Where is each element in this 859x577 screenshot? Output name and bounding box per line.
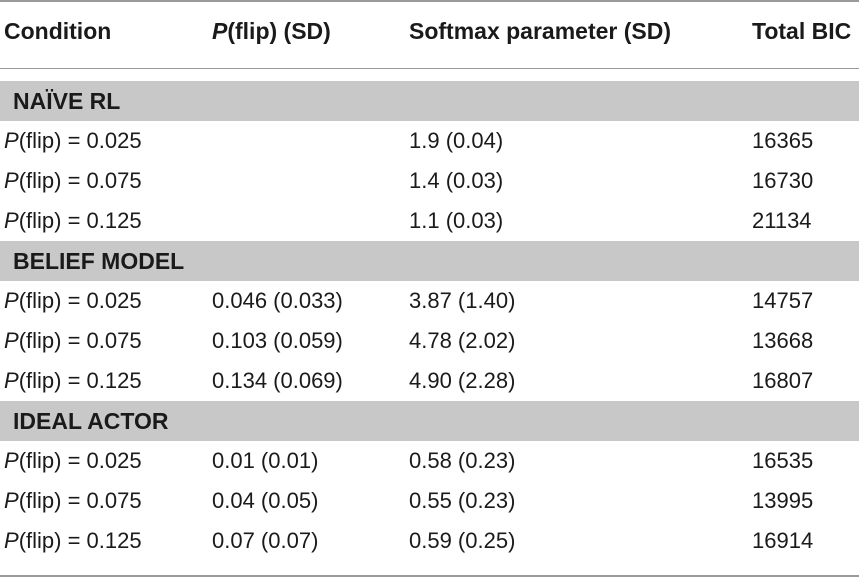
cell-softmax: 3.87 (1.40) [409, 288, 516, 313]
cell-softmax: 4.78 (2.02) [409, 328, 516, 353]
condition-p: P [4, 128, 19, 153]
cell-condition: P(flip) = 0.025 [4, 128, 142, 154]
cell-condition: P(flip) = 0.025 [4, 288, 142, 314]
condition-value: (flip) = 0.075 [18, 168, 142, 193]
cell-bic: 16807 [752, 368, 814, 393]
section-belief-model: BELIEF MODEL [0, 241, 859, 281]
condition-p: P [4, 448, 19, 473]
cell-condition: P(flip) = 0.025 [4, 448, 142, 474]
cell-condition: P(flip) = 0.125 [4, 368, 142, 394]
header-pflip-rest: (flip) (SD) [227, 18, 331, 44]
table-header: Condition P(flip) (SD) Softmax parameter… [0, 0, 859, 68]
cell-condition: P(flip) = 0.125 [4, 208, 142, 234]
header-softmax: Softmax parameter (SD) [409, 18, 672, 44]
cell-softmax: 1.1 (0.03) [409, 208, 504, 233]
cell-bic: 16914 [752, 528, 814, 553]
cell-pflip: 0.103 (0.059) [212, 328, 343, 353]
cell-softmax: 0.59 (0.25) [409, 528, 516, 553]
condition-p: P [4, 368, 19, 393]
cell-softmax: 1.4 (0.03) [409, 168, 504, 193]
table-row: P(flip) = 0.125 0.07 (0.07) 0.59 (0.25) … [0, 521, 859, 561]
cell-pflip: 0.134 (0.069) [212, 368, 343, 393]
section-ideal-actor: IDEAL ACTOR [0, 401, 859, 441]
cell-condition: P(flip) = 0.075 [4, 488, 142, 514]
header-bic: Total BIC [752, 18, 852, 44]
header-pflip: P(flip) (SD) [212, 18, 331, 45]
cell-softmax: 1.9 (0.04) [409, 128, 504, 153]
table-row: P(flip) = 0.025 0.046 (0.033) 3.87 (1.40… [0, 281, 859, 321]
section-label: IDEAL ACTOR [13, 408, 169, 434]
cell-bic: 16365 [752, 128, 814, 153]
cell-condition: P(flip) = 0.075 [4, 328, 142, 354]
condition-value: (flip) = 0.075 [18, 328, 142, 353]
cell-bic: 16535 [752, 448, 814, 473]
condition-value: (flip) = 0.025 [18, 288, 142, 313]
bottom-rule [0, 575, 859, 577]
section-naive-rl: NAÏVE RL [0, 81, 859, 121]
cell-bic: 13668 [752, 328, 814, 353]
table-row: P(flip) = 0.025 0.01 (0.01) 0.58 (0.23) … [0, 441, 859, 481]
section-label: BELIEF MODEL [13, 248, 185, 274]
header-condition: Condition [4, 18, 112, 44]
header-rule [0, 68, 859, 69]
condition-value: (flip) = 0.125 [18, 208, 142, 233]
condition-value: (flip) = 0.075 [18, 488, 142, 513]
condition-p: P [4, 208, 19, 233]
condition-p: P [4, 328, 19, 353]
cell-bic: 16730 [752, 168, 814, 193]
cell-bic: 21134 [752, 208, 812, 233]
condition-value: (flip) = 0.025 [18, 448, 142, 473]
table-row: P(flip) = 0.025 1.9 (0.04) 16365 [0, 121, 859, 161]
table-row: P(flip) = 0.075 0.04 (0.05) 0.55 (0.23) … [0, 481, 859, 521]
condition-value: (flip) = 0.125 [18, 368, 142, 393]
cell-condition: P(flip) = 0.125 [4, 528, 142, 554]
cell-pflip: 0.046 (0.033) [212, 288, 343, 313]
header-pflip-p: P [212, 18, 228, 44]
condition-value: (flip) = 0.125 [18, 528, 142, 553]
cell-bic: 13995 [752, 488, 814, 513]
condition-p: P [4, 168, 19, 193]
table-row: P(flip) = 0.075 0.103 (0.059) 4.78 (2.02… [0, 321, 859, 361]
cell-softmax: 4.90 (2.28) [409, 368, 516, 393]
cell-condition: P(flip) = 0.075 [4, 168, 142, 194]
cell-softmax: 0.55 (0.23) [409, 488, 516, 513]
condition-p: P [4, 288, 19, 313]
cell-pflip: 0.01 (0.01) [212, 448, 319, 473]
cell-pflip: 0.04 (0.05) [212, 488, 319, 513]
cell-softmax: 0.58 (0.23) [409, 448, 516, 473]
condition-p: P [4, 488, 19, 513]
top-rule [0, 0, 859, 2]
cell-bic: 14757 [752, 288, 814, 313]
table-row: P(flip) = 0.075 1.4 (0.03) 16730 [0, 161, 859, 201]
condition-value: (flip) = 0.025 [18, 128, 142, 153]
condition-p: P [4, 528, 19, 553]
cell-pflip: 0.07 (0.07) [212, 528, 319, 553]
section-label: NAÏVE RL [13, 88, 121, 114]
table-row: P(flip) = 0.125 1.1 (0.03) 21134 [0, 201, 859, 241]
table-row: P(flip) = 0.125 0.134 (0.069) 4.90 (2.28… [0, 361, 859, 401]
